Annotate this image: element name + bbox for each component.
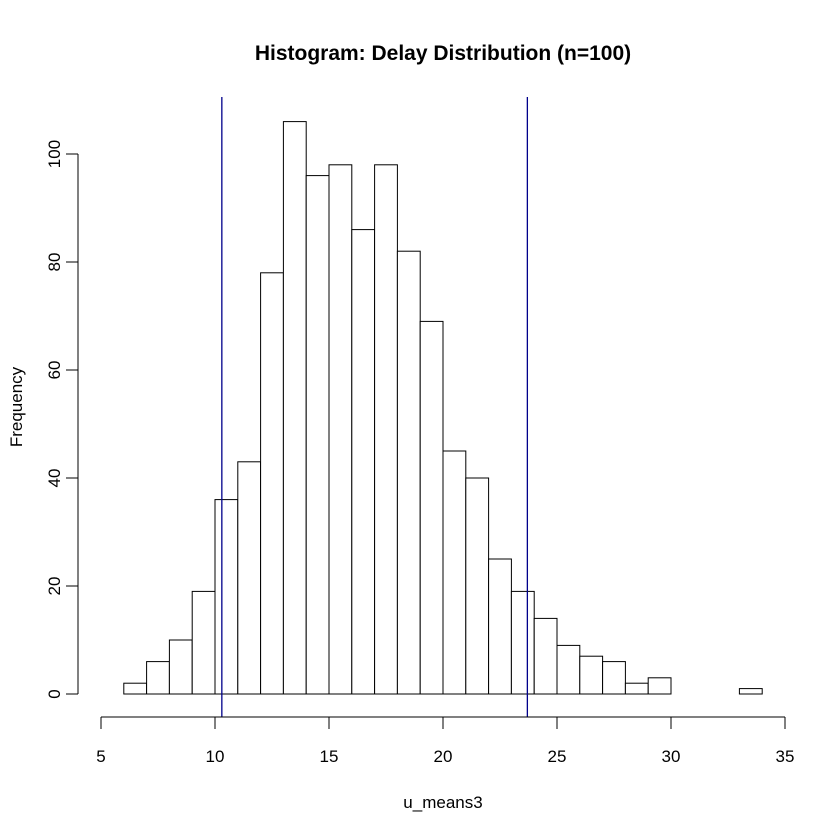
y-tick-label-2: 40: [45, 469, 64, 488]
histogram-bar-1: [146, 661, 170, 695]
histogram-bar-5: [237, 461, 262, 695]
y-tick-label-3: 60: [45, 361, 64, 380]
histogram-bar-20: [579, 655, 604, 695]
y-tick-label-1: 20: [45, 577, 64, 596]
histogram-bar-0: [123, 682, 148, 695]
x-tick-label-3: 20: [434, 747, 453, 766]
histogram-bar-14: [442, 450, 467, 695]
histogram-bar-19: [556, 644, 581, 695]
histogram-bar-3: [191, 590, 216, 695]
histogram-bar-27: [738, 688, 763, 695]
histogram-bar-13: [419, 320, 444, 695]
reference-lines: [221, 97, 529, 717]
histogram-bars: [123, 121, 763, 695]
histogram-bar-6: [260, 272, 284, 695]
chart-title: Histogram: Delay Distribution (n=100): [255, 42, 631, 65]
x-tick-label-2: 15: [320, 747, 339, 766]
x-tick-label-1: 10: [206, 747, 225, 766]
histogram-bar-16: [488, 558, 512, 695]
y-axis-label: Frequency: [7, 366, 26, 447]
histogram-bar-21: [602, 661, 626, 695]
histogram-bar-10: [351, 229, 376, 695]
x-tick-label-4: 25: [548, 747, 567, 766]
histogram-bar-4: [214, 499, 239, 695]
y-tick-label-4: 80: [45, 253, 64, 272]
x-axis: 5 10 15 20 25 30 35: [96, 716, 795, 766]
histogram-bar-23: [647, 677, 672, 695]
x-tick-label-0: 5: [96, 747, 105, 766]
histogram-bar-12: [396, 250, 421, 695]
histogram-bar-18: [533, 617, 558, 695]
histogram-bar-22: [624, 682, 649, 695]
y-tick-label-5: 100: [45, 140, 64, 168]
histogram-bar-11: [374, 164, 398, 695]
y-tick-label-0: 0: [45, 689, 64, 698]
histogram-bar-17: [510, 590, 535, 695]
histogram-bar-9: [328, 164, 353, 695]
x-tick-label-6: 35: [776, 747, 795, 766]
x-axis-label: u_means3: [403, 793, 482, 812]
y-axis: 0 20 40 60 80 100: [45, 140, 79, 699]
histogram-bar-8: [305, 175, 330, 695]
x-tick-label-5: 30: [662, 747, 681, 766]
histogram-bar-7: [282, 121, 307, 695]
histogram-bar-15: [465, 477, 490, 695]
histogram-bar-2: [168, 639, 193, 695]
